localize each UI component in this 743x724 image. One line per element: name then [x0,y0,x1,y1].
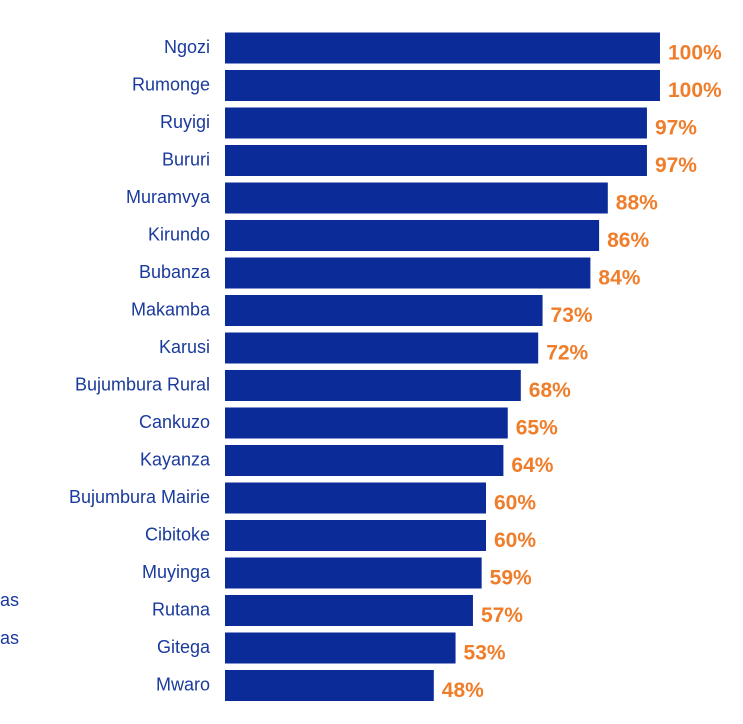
bar [225,632,456,664]
bar [225,70,660,101]
bar [225,520,486,551]
category-label: Makamba [131,299,211,319]
value-label: 100% [668,42,722,65]
value-label: 100% [668,79,722,102]
category-label: Ngozi [164,37,210,57]
bar [225,670,434,701]
category-label: Mwaro [156,674,210,694]
value-label: 65% [516,417,558,440]
value-label: 72% [546,342,588,365]
category-label: Rutana [152,599,211,619]
value-label: 68% [529,379,571,402]
value-label: 57% [481,604,523,627]
value-label: 86% [607,229,649,252]
bar [225,445,504,476]
category-label: Ruyigi [160,112,210,132]
category-label: Gitega [157,637,211,657]
value-label: 97% [655,154,697,177]
bar [225,257,591,289]
category-label: Rumonge [132,74,210,94]
value-label: 97% [655,117,697,140]
bar [225,370,521,401]
bar [225,107,647,139]
category-label: Kayanza [140,449,211,469]
annotation: as [0,628,19,648]
value-label: 73% [551,304,593,327]
category-label: Muramvya [126,187,211,207]
category-label: Bujumbura Rural [75,374,210,394]
value-label: 48% [442,679,484,702]
category-label: Bururi [162,149,210,169]
category-label: Muyinga [142,562,211,582]
category-label: Cankuzo [139,412,210,432]
category-label: Kirundo [148,224,210,244]
bar [225,220,600,251]
value-label: 84% [598,267,640,290]
value-label: 59% [490,567,532,590]
bar [225,182,608,214]
category-label: Bubanza [139,262,211,282]
bar [225,145,647,176]
value-label: 60% [494,492,536,515]
value-label: 60% [494,529,536,552]
category-label: Bujumbura Mairie [69,487,210,507]
value-label: 53% [464,642,506,665]
value-label: 88% [616,192,658,215]
bar [225,332,539,364]
bar [225,482,486,514]
category-label: Karusi [159,337,210,357]
bar [225,295,543,326]
bar [225,595,473,626]
value-label: 64% [511,454,553,477]
bar [225,32,660,64]
bar [225,557,482,589]
category-label: Cibitoke [145,524,210,544]
bar [225,407,508,439]
annotation: as [0,590,19,610]
